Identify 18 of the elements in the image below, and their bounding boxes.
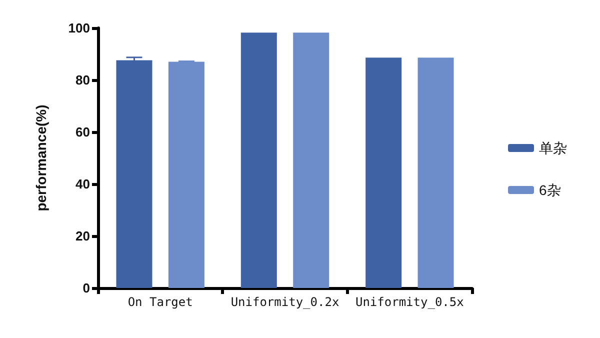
x-tick-label: On Target [128,295,193,309]
y-tick-label: 100 [68,20,90,36]
y-axis-title: performance(%) [33,104,49,212]
y-tick-label: 60 [76,124,90,140]
x-tick-label: Uniformity_0.5x [355,295,464,309]
bar [240,32,277,288]
bar [366,58,402,288]
bar [418,58,454,288]
bar [168,62,204,288]
y-tick-label: 20 [76,228,90,244]
y-tick-label: 40 [76,176,90,192]
legend-label: 单杂 [539,140,567,156]
x-tick-label: Uniformity_0.2x [230,295,340,309]
legend-label: 6杂 [539,182,561,198]
y-tick-label: 0 [82,280,90,296]
y-tick-label: 80 [76,72,90,88]
bar [116,60,152,288]
bar [293,32,330,288]
